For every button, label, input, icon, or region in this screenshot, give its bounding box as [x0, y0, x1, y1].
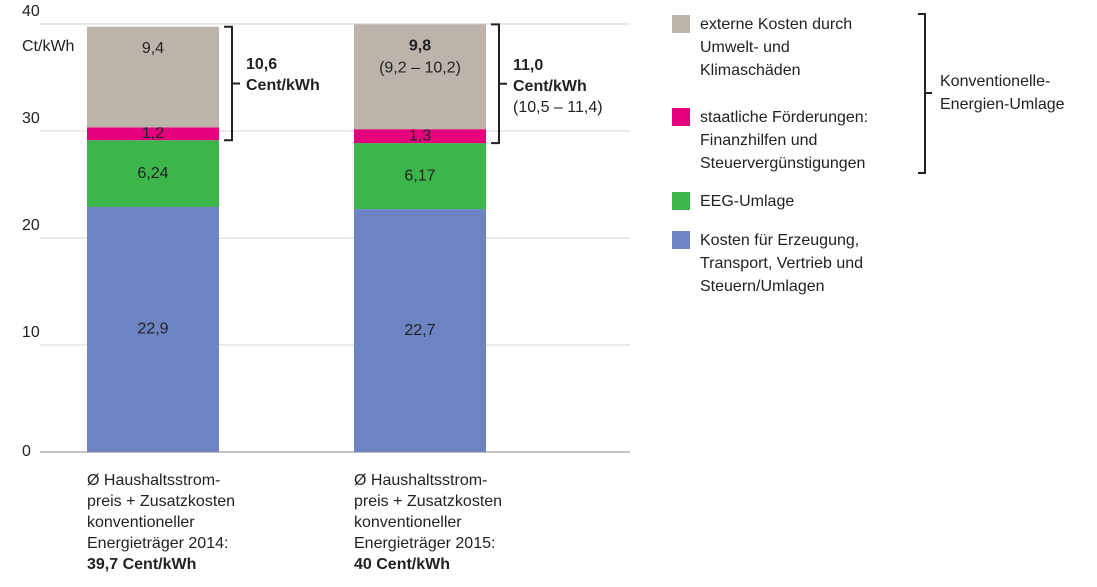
bar-segment	[354, 143, 486, 210]
legend-swatch	[672, 15, 690, 33]
value-label: 6,17	[404, 167, 435, 184]
legend-bracket	[918, 13, 932, 174]
legend-label: externe Kosten durch Umwelt- und Klimasc…	[700, 16, 853, 79]
legend-label: EEG-Umlage	[700, 193, 795, 210]
bar-segment	[354, 209, 486, 452]
y-tick-label: 0	[22, 443, 31, 460]
legend-swatch	[672, 192, 690, 210]
bar-segment	[354, 24, 486, 130]
y-tick-label: 20	[22, 217, 40, 234]
category-total: 39,7 Cent/kWh	[87, 556, 197, 573]
value-label: 1,3	[409, 127, 431, 144]
bar-segment	[87, 26, 219, 128]
legend-swatch	[672, 231, 690, 249]
legend-label: staatliche Förderungen: Finanzhilfen und…	[700, 109, 869, 172]
y-axis-label: Ct/kWh	[22, 38, 75, 55]
value-label: 22,7	[404, 322, 435, 339]
bracket	[224, 25, 240, 142]
bar-segment	[87, 127, 219, 141]
value-label: 1,2	[142, 125, 164, 142]
bracket-label: 11,0 Cent/kWh	[513, 56, 587, 95]
y-tick-label: 10	[22, 324, 40, 341]
legend-group-label: Konventionelle- Energien-Umlage	[940, 73, 1065, 113]
bar-segment	[354, 129, 486, 144]
value-label: 22,9	[137, 321, 168, 338]
bracket-label: 10,6 Cent/kWh	[246, 56, 320, 95]
category-label: Ø Haushaltsstrom- preis + Zusatzkosten k…	[354, 472, 503, 552]
value-label: 9,4	[142, 40, 164, 57]
category-total: 40 Cent/kWh	[354, 556, 451, 573]
bar-segment	[87, 140, 219, 207]
bracket	[491, 23, 507, 145]
category-label: Ø Haushaltsstrom- preis + Zusatzkosten k…	[87, 472, 236, 552]
legend-label: Kosten für Erzeugung, Transport, Vertrie…	[700, 232, 864, 295]
value-label: 9,8	[409, 38, 431, 55]
y-tick-label: 30	[22, 110, 40, 127]
range-label: (9,2 – 10,2)	[379, 60, 461, 77]
bar-segment	[87, 206, 219, 452]
bracket-range: (10,5 – 11,4)	[513, 98, 603, 116]
y-tick-label: 40	[22, 3, 40, 20]
value-label: 6,24	[137, 165, 168, 182]
legend-swatch	[672, 108, 690, 126]
